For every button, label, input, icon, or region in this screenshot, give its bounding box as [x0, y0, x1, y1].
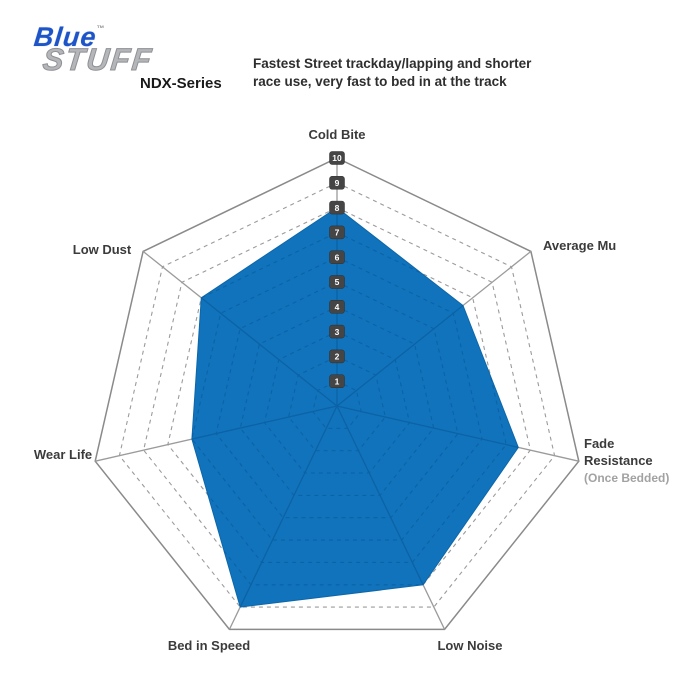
scale-tick-label-9: 9 — [335, 178, 340, 188]
scale-tick-box-8 — [329, 200, 345, 215]
description-line-2: race use, very fast to bed in at the tra… — [253, 74, 507, 90]
radar-data-polygon — [191, 206, 519, 608]
axis-label-bed-in-speed: Bed in Speed — [168, 638, 250, 653]
radar-axis-line-2 — [336, 405, 519, 462]
scale-tick-label-4: 4 — [335, 302, 340, 312]
radar-ring-6 — [191, 256, 483, 541]
axis-label-wear-life: Wear Life — [34, 447, 92, 462]
scale-tick-label-10: 10 — [332, 153, 342, 163]
axis-label-average-mu: Average Mu — [543, 238, 616, 253]
scale-tick-box-4 — [329, 300, 345, 314]
scale-tick-box-10 — [329, 151, 345, 165]
radar-ring-1 — [312, 380, 362, 429]
radar-axis-line-5 — [191, 405, 338, 462]
axis-label-low-noise: Low Noise — [437, 638, 502, 653]
scale-tick-box-2 — [329, 349, 345, 364]
scale-tick-label-2: 2 — [335, 352, 340, 362]
radar-axis-line-6 — [191, 250, 338, 407]
axis-labels: Cold Bite Average Mu Fade Resistance (Once B… — [34, 127, 669, 653]
scale-tick-label-7: 7 — [335, 228, 340, 238]
axis-label-cold-bite: Cold Bite — [308, 127, 365, 142]
radar-ring-3 — [263, 330, 411, 474]
description-line-1: Fastest Street trackday/lapping and shor… — [253, 56, 532, 71]
scale-tick-box-1 — [329, 374, 345, 388]
axis-sublabel-fade-resistance: (Once Bedded) — [584, 471, 669, 485]
trademark-symbol: ™ — [96, 24, 105, 33]
axis-label-low-dust: Low Dust — [73, 242, 132, 257]
scale-tick-label-1: 1 — [335, 376, 340, 386]
radar-axis-line-4 — [228, 405, 338, 608]
logo-series-name: NDX-Series — [140, 75, 222, 92]
radar-scale: 1 2 3 4 5 6 7 8 9 10 — [329, 151, 345, 388]
scale-tick-box-5 — [329, 275, 345, 289]
scale-tick-label-5: 5 — [335, 277, 340, 287]
scale-tick-label-6: 6 — [335, 252, 340, 262]
axis-label-fade-resistance-line-2: Resistance — [584, 453, 653, 468]
radar-ring-2 — [288, 355, 386, 452]
radar-ring-5 — [215, 281, 459, 519]
scale-tick-box-3 — [329, 324, 345, 339]
scale-tick-label-8: 8 — [335, 203, 340, 213]
scale-tick-box-7 — [329, 225, 345, 240]
scale-tick-label-3: 3 — [335, 327, 340, 337]
axis-label-fade-resistance-line-1: Fade — [584, 436, 614, 451]
scale-tick-box-6 — [329, 250, 345, 264]
radar-ring-9 — [118, 182, 556, 608]
bluestuff-logo: Blue™ STUFF NDX-Series — [32, 22, 254, 99]
product-description: Fastest Street trackday/lapping and shor… — [253, 55, 593, 91]
radar-outer-ring — [94, 157, 580, 631]
scale-tick-box-9 — [329, 176, 345, 190]
